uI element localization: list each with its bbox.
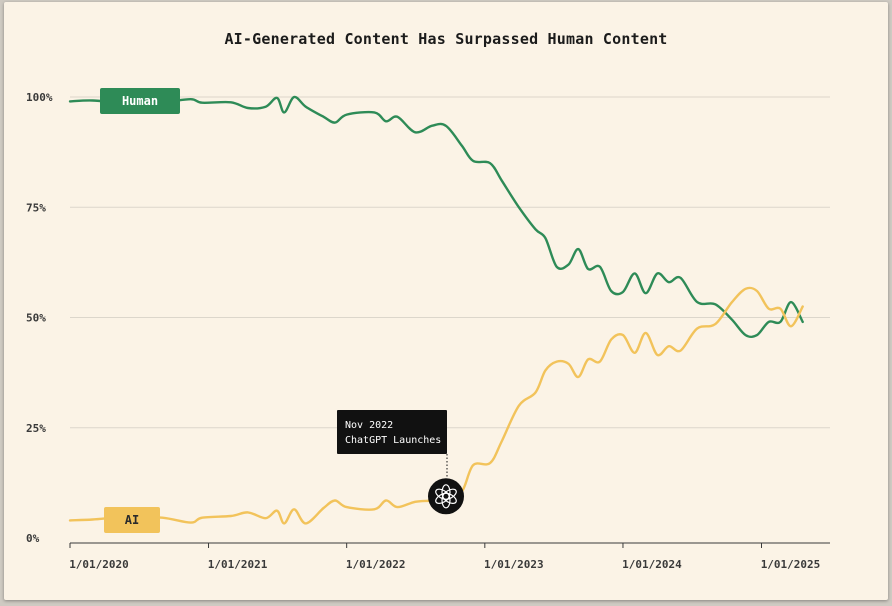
annotation-box <box>337 410 447 454</box>
x-tick-label: 1/01/2024 <box>622 558 682 571</box>
human-label-box <box>100 88 180 114</box>
y-tick-label: 25% <box>26 422 46 435</box>
series-line-ai <box>68 286 804 525</box>
series-lines <box>68 95 804 525</box>
y-tick-label: 0% <box>26 532 40 545</box>
y-tick-label: 50% <box>26 312 46 325</box>
x-tick-label: 1/01/2020 <box>69 558 129 571</box>
ai-label-text: AI <box>125 513 139 527</box>
chatgpt-annotation: Nov 2022 ChatGPT Launches <box>337 410 464 515</box>
annotation-line1: Nov 2022 <box>345 420 393 431</box>
openai-logo-circle <box>428 478 464 515</box>
x-tick-label: 1/01/2023 <box>484 558 544 571</box>
series-labels: Human AI <box>100 88 180 533</box>
grid-lines <box>70 96 830 429</box>
annotation-line2: ChatGPT Launches <box>345 435 441 446</box>
ai-label-box <box>104 507 160 533</box>
x-tick-label: 1/01/2022 <box>346 558 406 571</box>
human-label: Human <box>100 88 180 114</box>
x-tick-label: 1/01/2025 <box>761 558 821 571</box>
openai-logo-icon <box>428 478 464 515</box>
y-tick-label: 100% <box>26 91 53 104</box>
human-label-text: Human <box>122 94 158 108</box>
x-axis: 1/01/2020 1/01/2021 1/01/2022 1/01/2023 1/01… <box>69 542 830 571</box>
y-tick-label: 75% <box>26 201 46 214</box>
y-axis-ticks: 0% 25% 50% 75% 100% <box>26 91 53 545</box>
ai-label: AI <box>104 507 160 533</box>
x-tick-label: 1/01/2021 <box>208 558 268 571</box>
series-line-human <box>68 95 804 339</box>
chart-title: AI-Generated Content Has Surpassed Human… <box>224 30 668 48</box>
openai-logo-petal <box>435 488 450 501</box>
